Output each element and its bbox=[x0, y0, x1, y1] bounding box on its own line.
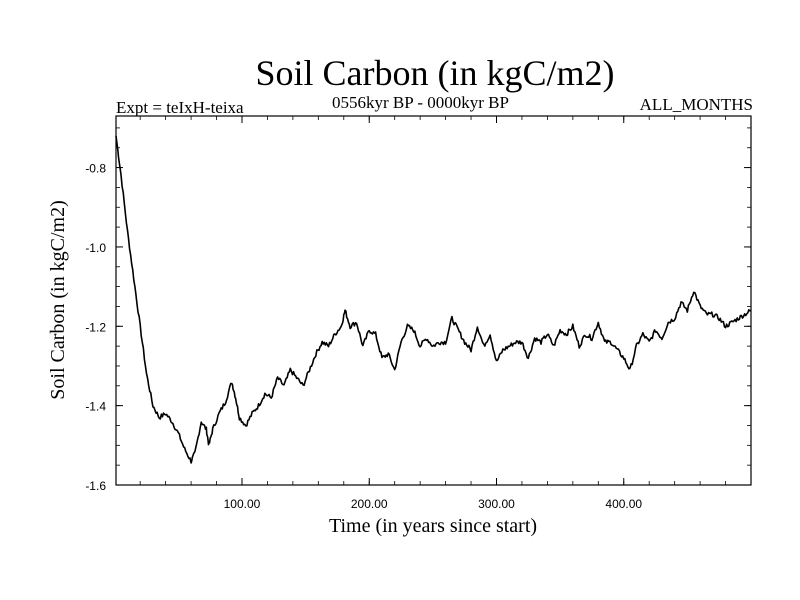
series-lines bbox=[115, 135, 752, 464]
months-label: ALL_MONTHS bbox=[639, 95, 753, 114]
period-label: 0556kyr BP - 0000kyr BP bbox=[332, 93, 509, 112]
plot-border bbox=[115, 115, 752, 486]
x-tick-label: 400.00 bbox=[605, 497, 642, 511]
y-tick-label: -1.6 bbox=[85, 479, 106, 493]
x-tick-label: 100.00 bbox=[224, 497, 261, 511]
x-axis-label: Time (in years since start) bbox=[329, 515, 537, 537]
x-tick-label: 200.00 bbox=[351, 497, 388, 511]
y-tick-label: -0.8 bbox=[85, 162, 106, 176]
experiment-label: Expt = teIxH-teixa bbox=[116, 98, 244, 117]
y-tick-label: -1.4 bbox=[85, 400, 106, 414]
axis-ticks: -1.6 -1.4 -1.2 -1.0 -0.8 100.00 200.00 300.00 40… bbox=[85, 116, 751, 511]
y-tick-label: -1.2 bbox=[85, 320, 106, 334]
y-axis-label: Soil Carbon (in kgC/m2) bbox=[47, 200, 69, 399]
x-tick-label: 300.00 bbox=[478, 497, 515, 511]
series-line-0 bbox=[115, 135, 752, 464]
y-tick-label: -1.0 bbox=[85, 241, 106, 255]
plot-frame bbox=[115, 115, 752, 486]
chart-title: Soil Carbon (in kgC/m2) bbox=[255, 53, 615, 93]
